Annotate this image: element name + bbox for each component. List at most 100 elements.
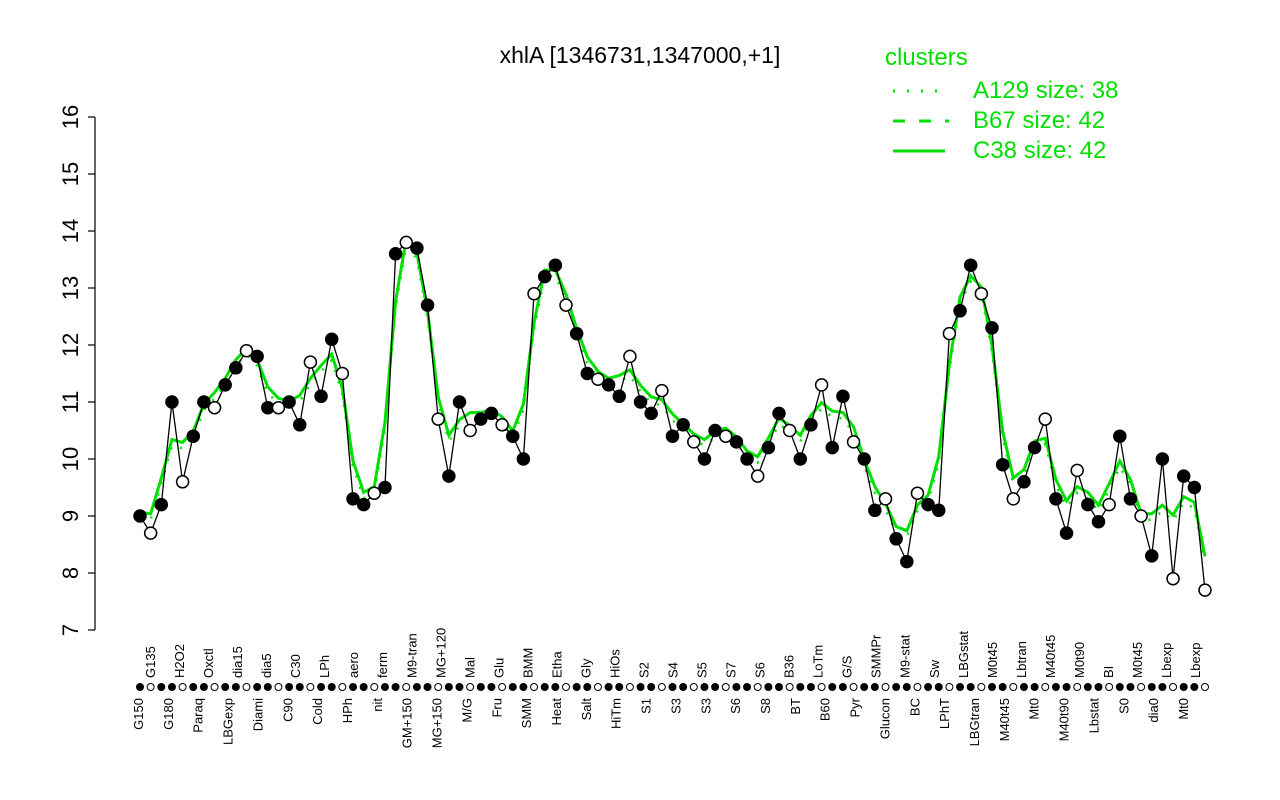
svg-text:S4: S4	[666, 662, 681, 678]
svg-text:M/G: M/G	[459, 698, 474, 723]
svg-text:Heat: Heat	[549, 698, 564, 726]
chart-title: xhlA [1346731,1347000,+1]	[499, 42, 781, 68]
svg-text:S6: S6	[753, 662, 768, 678]
svg-text:Mal: Mal	[462, 657, 477, 678]
legend-title: clusters	[885, 44, 968, 71]
svg-text:LBGstat: LBGstat	[956, 631, 971, 678]
svg-text:M40t90: M40t90	[1057, 698, 1072, 741]
solid-line-icon	[893, 149, 945, 153]
svg-text:Glucon: Glucon	[877, 698, 892, 739]
svg-text:M40t45: M40t45	[1043, 635, 1058, 678]
svg-text:B36: B36	[782, 655, 797, 678]
svg-text:BI: BI	[1101, 666, 1116, 678]
legend-label: C38 size: 42	[973, 137, 1107, 164]
svg-text:M9-stat: M9-stat	[898, 634, 913, 678]
svg-text:M0t90: M0t90	[1072, 642, 1087, 678]
svg-text:Oxctl: Oxctl	[201, 648, 216, 678]
svg-text:Lbtran: Lbtran	[1014, 641, 1029, 678]
svg-text:HPh: HPh	[340, 698, 355, 723]
svg-text:11: 11	[58, 391, 83, 414]
svg-text:H2O2: H2O2	[172, 644, 187, 678]
legend-entry-c38: C38 size: 42	[885, 136, 1118, 166]
svg-text:S3: S3	[668, 698, 683, 714]
svg-text:SMM: SMM	[519, 698, 534, 728]
cluster-line-a129	[139, 241, 1207, 563]
svg-text:15: 15	[58, 162, 83, 186]
svg-text:LBGtran: LBGtran	[967, 698, 982, 746]
svg-text:LBGexp: LBGexp	[221, 698, 236, 745]
svg-text:12: 12	[58, 333, 83, 357]
legend-entry-b67: B67 size: 42	[885, 106, 1118, 136]
svg-text:10: 10	[58, 447, 83, 471]
svg-text:16: 16	[58, 105, 83, 129]
svg-text:SMMPr: SMMPr	[869, 634, 884, 678]
svg-text:G135: G135	[143, 646, 158, 678]
svg-text:ferm: ferm	[375, 652, 390, 678]
svg-text:Fru: Fru	[489, 698, 504, 718]
y-axis-ticks: 7 8 9 10 11 12 13 14 15 16	[58, 105, 95, 636]
svg-text:LPhT: LPhT	[937, 698, 952, 729]
x-axis-labels: G135 H2O2 Oxctl dia15 dia5 C30 LPh aero ferm M9-t…	[131, 628, 1203, 748]
svg-text:S3: S3	[698, 698, 713, 714]
svg-text:BC: BC	[907, 698, 922, 716]
svg-text:M40t45: M40t45	[997, 698, 1012, 741]
svg-text:C90: C90	[280, 698, 295, 722]
svg-text:S6: S6	[728, 698, 743, 714]
svg-text:aero: aero	[346, 652, 361, 678]
svg-text:HiTm: HiTm	[609, 698, 624, 729]
svg-text:Mt0: Mt0	[1027, 698, 1042, 720]
svg-text:S5: S5	[695, 662, 710, 678]
svg-text:13: 13	[58, 276, 83, 300]
svg-text:G180: G180	[161, 698, 176, 730]
legend-entry-a129: A129 size: 38	[885, 76, 1118, 106]
svg-text:HiOs: HiOs	[607, 649, 622, 678]
svg-text:Lbstat: Lbstat	[1086, 698, 1101, 734]
svg-text:Diami: Diami	[250, 698, 265, 731]
svg-text:LPh: LPh	[317, 655, 332, 678]
svg-text:Glu: Glu	[491, 658, 506, 678]
svg-text:S7: S7	[724, 662, 739, 678]
svg-text:G150: G150	[131, 698, 146, 730]
svg-text:Etha: Etha	[549, 650, 564, 678]
svg-text:M9-tran: M9-tran	[404, 633, 419, 678]
dotted-line-icon	[893, 89, 949, 93]
svg-text:dia5: dia5	[259, 653, 274, 678]
svg-text:B60: B60	[818, 698, 833, 721]
svg-text:Cold: Cold	[310, 698, 325, 725]
expression-points	[133, 235, 1212, 597]
svg-text:7: 7	[58, 624, 83, 636]
cluster-line-c38	[139, 234, 1207, 557]
svg-text:Salt: Salt	[579, 698, 594, 721]
svg-text:Mt0: Mt0	[1176, 698, 1191, 720]
svg-text:Lbexp: Lbexp	[1159, 643, 1174, 678]
svg-text:14: 14	[58, 219, 83, 243]
svg-text:dia0: dia0	[1146, 698, 1161, 723]
svg-text:LoTm: LoTm	[811, 645, 826, 678]
svg-text:BMM: BMM	[520, 648, 535, 678]
svg-text:dia15: dia15	[230, 646, 245, 678]
legend-label: B67 size: 42	[973, 107, 1106, 134]
svg-text:G/S: G/S	[840, 655, 855, 678]
svg-text:S8: S8	[758, 698, 773, 714]
svg-text:M0t45: M0t45	[1130, 642, 1145, 678]
dashed-line-icon	[893, 119, 949, 123]
svg-text:GM+150: GM+150	[400, 698, 415, 748]
svg-text:Pyr: Pyr	[848, 697, 863, 717]
svg-text:M0t45: M0t45	[985, 642, 1000, 678]
svg-text:S2: S2	[636, 662, 651, 678]
svg-text:MG+150: MG+150	[430, 698, 445, 748]
svg-text:Gly: Gly	[578, 658, 593, 678]
sample-rug	[136, 683, 1209, 691]
svg-text:BT: BT	[788, 698, 803, 715]
svg-text:C30: C30	[288, 654, 303, 678]
svg-text:nit: nit	[370, 698, 385, 712]
svg-text:S0: S0	[1116, 698, 1131, 714]
legend-label: A129 size: 38	[973, 77, 1119, 104]
svg-text:S1: S1	[639, 698, 654, 714]
svg-text:9: 9	[58, 510, 83, 522]
svg-text:MG+120: MG+120	[433, 628, 448, 678]
svg-text:Lbexp: Lbexp	[1188, 643, 1203, 678]
svg-text:Paraq: Paraq	[191, 698, 206, 733]
svg-text:Sw: Sw	[927, 659, 942, 678]
